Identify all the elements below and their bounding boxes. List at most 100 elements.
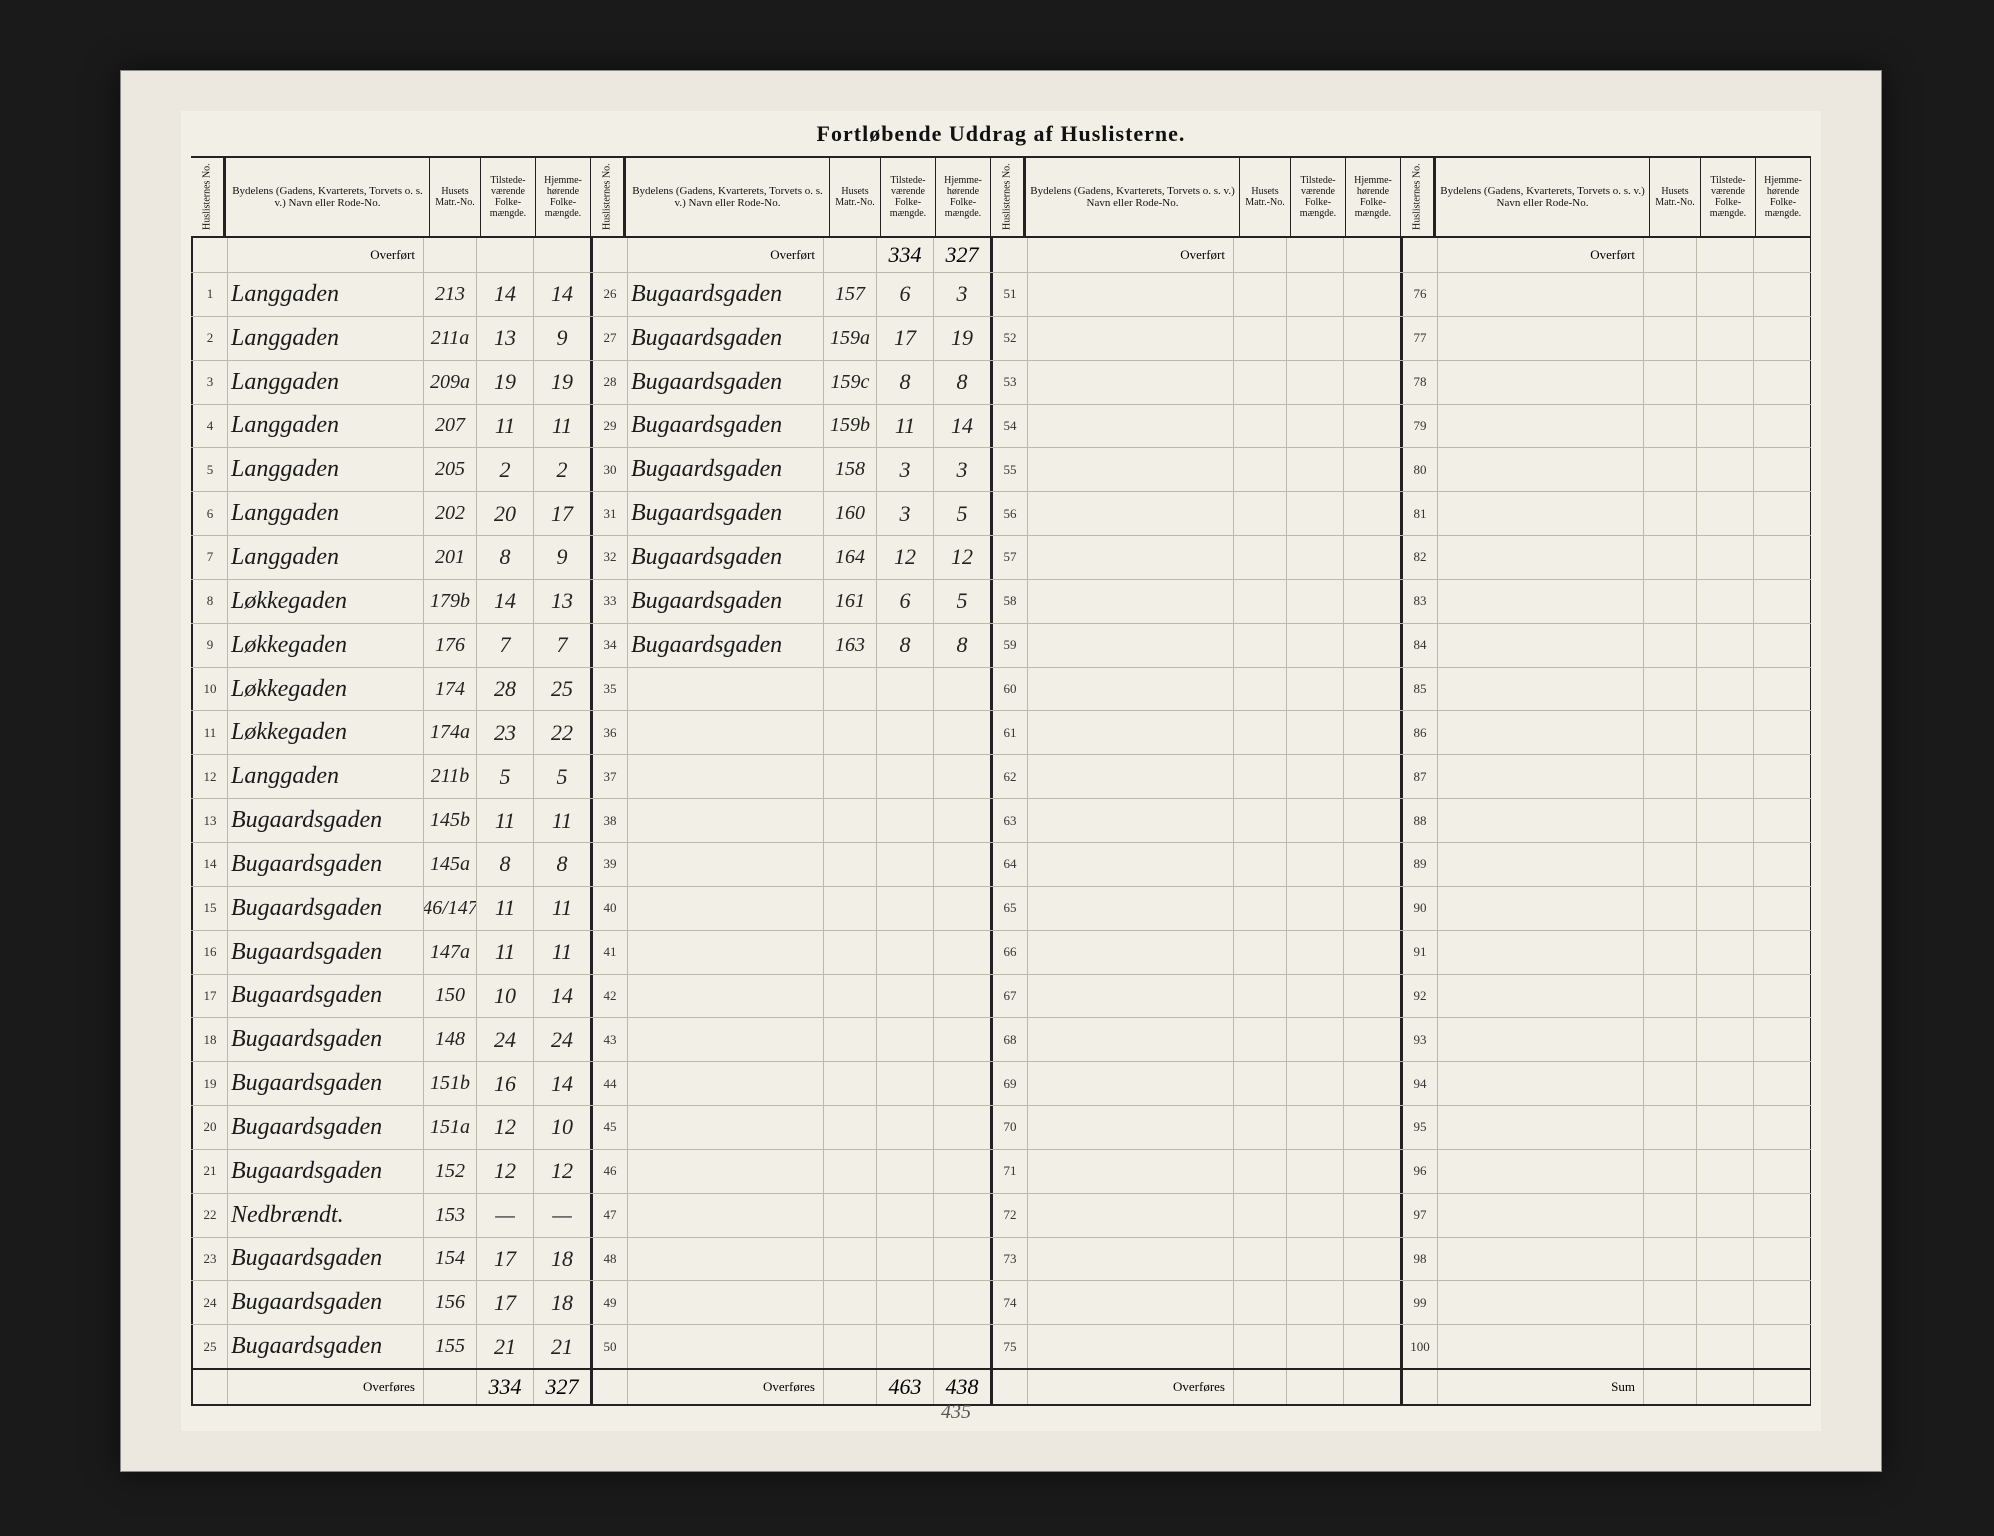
row-til xyxy=(1696,1325,1753,1368)
column-headers: Huslisternes No.Bydelens (Gadens, Kvarte… xyxy=(1401,158,1811,238)
row-matr xyxy=(823,711,876,754)
row-name: Løkkegaden xyxy=(227,580,423,623)
row-name xyxy=(627,887,823,930)
row-no: 93 xyxy=(1401,1018,1437,1061)
row-name: Løkkegaden xyxy=(227,624,423,667)
row-no: 13 xyxy=(191,799,227,842)
row-matr xyxy=(1643,843,1696,886)
row-til xyxy=(1696,975,1753,1018)
row-no: 37 xyxy=(591,755,627,798)
row-matr: 146/147b xyxy=(423,887,476,930)
table-row: 35 xyxy=(591,668,991,712)
row-name: Bugaardsgaden xyxy=(627,273,823,316)
table-row: 38 xyxy=(591,799,991,843)
row-til: 11 xyxy=(476,405,533,448)
table-row: 46 xyxy=(591,1150,991,1194)
overfort-row: Overført xyxy=(1401,238,1811,273)
row-til: 8 xyxy=(476,536,533,579)
table-row: 76 xyxy=(1401,273,1811,317)
table-row: 86 xyxy=(1401,711,1811,755)
row-matr xyxy=(1643,668,1696,711)
table-row: 37 xyxy=(591,755,991,799)
row-no: 35 xyxy=(591,668,627,711)
row-hjem xyxy=(1753,1150,1811,1193)
row-hjem xyxy=(933,1018,991,1061)
row-name: Bugaardsgaden xyxy=(227,975,423,1018)
row-til xyxy=(1286,799,1343,842)
table-row: 41 xyxy=(591,931,991,975)
row-til xyxy=(1286,1238,1343,1281)
row-til: 28 xyxy=(476,668,533,711)
row-name xyxy=(627,711,823,754)
table-row: 29Bugaardsgaden159b1114 xyxy=(591,405,991,449)
table-row: 60 xyxy=(991,668,1401,712)
row-til: 3 xyxy=(876,492,933,535)
table-row: 85 xyxy=(1401,668,1811,712)
row-hjem: 12 xyxy=(933,536,991,579)
row-no: 20 xyxy=(191,1106,227,1149)
row-hjem: 7 xyxy=(533,624,591,667)
row-matr xyxy=(1233,361,1286,404)
row-name xyxy=(1437,1325,1643,1368)
table-row: 25Bugaardsgaden1552121 xyxy=(191,1325,591,1368)
row-hjem xyxy=(1753,1018,1811,1061)
row-name: Langgaden xyxy=(227,405,423,448)
row-name xyxy=(1027,668,1233,711)
row-hjem xyxy=(933,1281,991,1324)
hdr-no: Huslisternes No. xyxy=(591,158,625,236)
row-name: Langgaden xyxy=(227,448,423,491)
page-title: Fortløbende Uddrag af Huslisterne. xyxy=(181,111,1821,147)
row-no: 11 xyxy=(191,711,227,754)
row-hjem: 9 xyxy=(533,317,591,360)
ledger-page: Fortløbende Uddrag af Huslisterne. Husli… xyxy=(181,111,1821,1431)
table-row: 51 xyxy=(991,273,1401,317)
row-name xyxy=(1027,1106,1233,1149)
row-til xyxy=(1696,887,1753,930)
table-row: 58 xyxy=(991,580,1401,624)
row-hjem xyxy=(1753,887,1811,930)
row-til: 17 xyxy=(476,1281,533,1324)
row-no: 69 xyxy=(991,1062,1027,1105)
row-name xyxy=(627,1150,823,1193)
row-hjem xyxy=(1753,975,1811,1018)
row-til: 12 xyxy=(476,1150,533,1193)
table-row: 72 xyxy=(991,1194,1401,1238)
rows-container: 5152535455565758596061626364656667686970… xyxy=(991,273,1401,1368)
row-hjem: 5 xyxy=(933,492,991,535)
row-til xyxy=(876,1018,933,1061)
row-name xyxy=(1027,1018,1233,1061)
row-matr xyxy=(1643,799,1696,842)
row-no: 36 xyxy=(591,711,627,754)
table-row: 75 xyxy=(991,1325,1401,1368)
row-no: 53 xyxy=(991,361,1027,404)
row-til xyxy=(876,1150,933,1193)
row-til: 8 xyxy=(476,843,533,886)
table-row: 57 xyxy=(991,536,1401,580)
table-row: 89 xyxy=(1401,843,1811,887)
row-hjem: 25 xyxy=(533,668,591,711)
row-no: 92 xyxy=(1401,975,1437,1018)
row-til xyxy=(1286,711,1343,754)
row-name xyxy=(1437,405,1643,448)
row-no: 86 xyxy=(1401,711,1437,754)
row-til xyxy=(1696,580,1753,623)
row-no: 22 xyxy=(191,1194,227,1237)
row-matr: 152 xyxy=(423,1150,476,1193)
row-matr xyxy=(1643,1325,1696,1368)
row-matr: 160 xyxy=(823,492,876,535)
row-name: Bugaardsgaden xyxy=(227,931,423,974)
row-til xyxy=(1286,580,1343,623)
row-matr: 207 xyxy=(423,405,476,448)
table-row: 78 xyxy=(1401,361,1811,405)
row-no: 55 xyxy=(991,448,1027,491)
row-name: Bugaardsgaden xyxy=(627,405,823,448)
row-til: 2 xyxy=(476,448,533,491)
hdr-matr: Husets Matr.-No. xyxy=(829,158,880,236)
row-hjem: 2 xyxy=(533,448,591,491)
row-no: 7 xyxy=(191,536,227,579)
row-no: 27 xyxy=(591,317,627,360)
row-hjem xyxy=(1753,405,1811,448)
table-row: 97 xyxy=(1401,1194,1811,1238)
row-til xyxy=(1286,492,1343,535)
row-no: 75 xyxy=(991,1325,1027,1368)
